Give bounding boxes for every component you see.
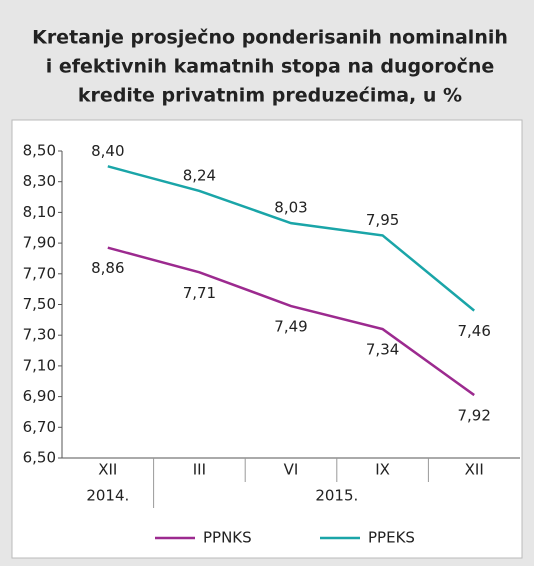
y-tick-label: 6,90 — [23, 387, 56, 405]
chart-title: Kretanje prosječno ponderisanih nominaln… — [32, 27, 508, 49]
data-label: 8,86 — [91, 259, 124, 277]
x-tick-label: XII — [98, 461, 117, 479]
legend-label: PPEKS — [368, 529, 415, 547]
legend-label: PPNKS — [203, 529, 252, 547]
data-label: 7,49 — [274, 318, 307, 336]
chart-title: i efektivnih kamatnih stopa na dugoročne — [46, 56, 495, 78]
y-tick-label: 8,30 — [23, 172, 56, 190]
y-tick-label: 7,30 — [23, 326, 56, 344]
y-tick-label: 7,50 — [23, 295, 56, 313]
year-label: 2014. — [86, 487, 129, 505]
y-tick-label: 7,10 — [23, 356, 56, 374]
y-tick-label: 8,10 — [23, 203, 56, 221]
series-line — [107, 246, 475, 397]
data-label: 7,34 — [366, 341, 399, 359]
plot-panel — [11, 119, 523, 559]
data-label: 7,46 — [457, 322, 490, 340]
data-label: 7,92 — [457, 407, 490, 425]
y-tick-label: 6,70 — [23, 418, 56, 436]
year-label: 2015. — [315, 487, 358, 505]
x-tick-label: IX — [375, 461, 390, 479]
x-tick-label: III — [193, 461, 206, 479]
y-tick-label: 6,50 — [23, 449, 56, 467]
y-tick-label: 7,90 — [23, 234, 56, 252]
data-label: 7,95 — [366, 211, 399, 229]
x-tick-label: XII — [465, 461, 484, 479]
data-label: 8,24 — [183, 166, 216, 184]
chart-title: kredite privatnim preduzećima, u % — [78, 85, 462, 107]
y-tick-label: 7,70 — [23, 264, 56, 282]
y-tick-label: 8,50 — [23, 142, 56, 160]
data-label: 8,40 — [91, 142, 124, 160]
data-label: 7,71 — [183, 284, 216, 302]
data-label: 8,03 — [274, 199, 307, 217]
series-line — [107, 165, 475, 312]
x-tick-label: VI — [284, 461, 299, 479]
